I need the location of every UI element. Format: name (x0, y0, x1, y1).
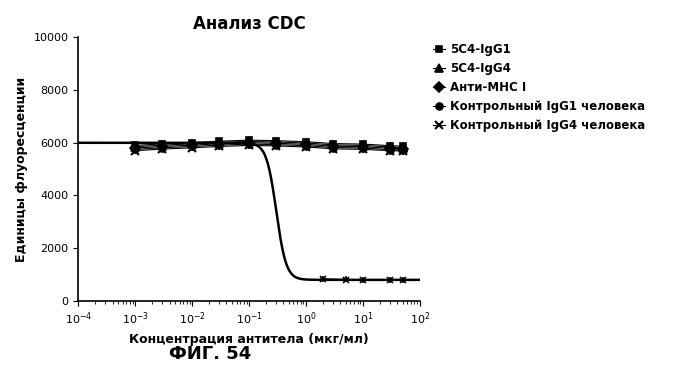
Line: Контрольный IgG4 человека: Контрольный IgG4 человека (131, 141, 407, 155)
5C4-IgG4 (215, 140, 223, 145)
Контрольный IgG1 человека (386, 148, 394, 152)
5C4-IgG4 (302, 141, 310, 145)
X-axis label: Концентрация антитела (мкг/мл): Концентрация антитела (мкг/мл) (130, 333, 369, 346)
Анти-MHC I (302, 142, 310, 146)
Анти-MHC I (359, 145, 368, 149)
Контрольный IgG4 человека (302, 145, 310, 149)
Y-axis label: Единицы флуоресценции: Единицы флуоресценции (15, 77, 28, 262)
Контрольный IgG1 человека (272, 142, 281, 147)
Контрольный IgG4 человека (272, 144, 281, 148)
5C4-IgG1 (386, 143, 394, 148)
Legend: 5C4-IgG1, 5C4-IgG4, Анти-MHC I, Контрольный IgG1 человека, Контрольный IgG4 чело: 5C4-IgG1, 5C4-IgG4, Анти-MHC I, Контроль… (433, 43, 645, 132)
Анти-MHC I (158, 144, 167, 149)
Line: 5C4-IgG1: 5C4-IgG1 (132, 137, 406, 150)
5C4-IgG1 (302, 139, 310, 144)
5C4-IgG1 (359, 142, 368, 146)
Line: Контрольный IgG1 человека: Контрольный IgG1 человека (132, 141, 406, 154)
Контрольный IgG4 человека (131, 149, 139, 153)
Контрольный IgG4 человека (329, 147, 337, 151)
5C4-IgG4 (131, 145, 139, 149)
Title: Анализ CDC: Анализ CDC (193, 15, 305, 33)
Контрольный IgG1 человека (158, 146, 167, 150)
Контрольный IgG1 человека (188, 144, 197, 149)
Контрольный IgG1 человека (302, 143, 310, 148)
5C4-IgG4 (329, 143, 337, 147)
Контрольный IgG4 человека (215, 144, 223, 149)
5C4-IgG1 (158, 142, 167, 146)
5C4-IgG1 (188, 140, 197, 145)
5C4-IgG1 (329, 141, 337, 146)
5C4-IgG4 (272, 140, 281, 144)
5C4-IgG1 (245, 138, 253, 142)
5C4-IgG4 (188, 142, 197, 146)
Анти-MHC I (272, 141, 281, 145)
Анти-MHC I (329, 144, 337, 148)
Контрольный IgG4 человека (245, 143, 253, 148)
5C4-IgG4 (399, 145, 407, 150)
Контрольный IgG4 человека (386, 149, 394, 153)
Text: ФИГ. 54: ФИГ. 54 (169, 345, 251, 363)
Анти-MHC I (131, 146, 139, 150)
Контрольный IgG1 человека (399, 148, 407, 152)
Контрольный IgG4 человека (399, 149, 407, 153)
Контрольный IgG4 человека (188, 146, 197, 150)
5C4-IgG1 (215, 139, 223, 143)
Анти-MHC I (399, 147, 407, 151)
Контрольный IgG1 человека (359, 146, 368, 150)
5C4-IgG4 (245, 139, 253, 143)
Контрольный IgG4 человека (359, 147, 368, 152)
5C4-IgG4 (386, 145, 394, 149)
Анти-MHC I (386, 146, 394, 150)
5C4-IgG1 (399, 144, 407, 148)
Анти-MHC I (188, 143, 197, 147)
Контрольный IgG4 человека (158, 147, 167, 151)
5C4-IgG1 (272, 138, 281, 143)
Анти-MHC I (215, 142, 223, 146)
Контрольный IgG1 человека (215, 143, 223, 147)
5C4-IgG1 (131, 143, 139, 148)
Line: 5C4-IgG4: 5C4-IgG4 (131, 137, 407, 152)
5C4-IgG4 (359, 143, 368, 148)
5C4-IgG4 (158, 143, 167, 147)
Контрольный IgG1 человека (131, 147, 139, 152)
Контрольный IgG1 человека (329, 145, 337, 150)
Анти-MHC I (245, 141, 253, 145)
Контрольный IgG1 человека (245, 142, 253, 146)
Line: Анти-MHC I: Анти-MHC I (132, 139, 406, 152)
